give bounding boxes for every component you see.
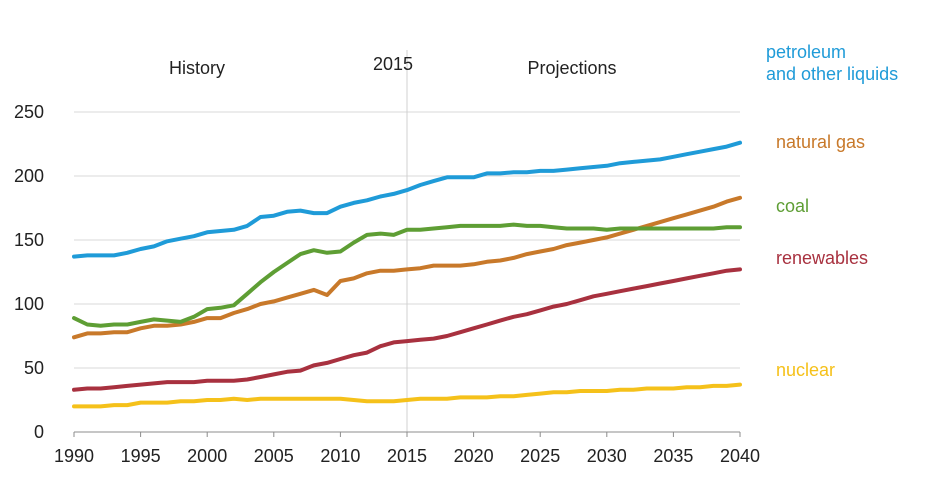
legend-label-nuclear: nuclear [776,360,835,380]
series-line-renewables [72,267,742,392]
history-label: History [169,58,225,78]
series-line-natural-gas [72,195,742,340]
divider-year-label: 2015 [373,54,413,74]
x-tick-label: 2030 [587,446,627,466]
series-lines [72,140,742,409]
y-tick-label: 100 [14,294,44,314]
x-tick-label: 2020 [454,446,494,466]
x-tick-label: 2015 [387,446,427,466]
x-tick-label: 2040 [720,446,760,466]
y-tick-label: 0 [34,422,44,442]
legend-label-renewables: renewables [776,248,868,268]
y-tick-label: 50 [24,358,44,378]
annotations: History 2015 Projections [169,54,617,78]
x-tick-label: 2000 [187,446,227,466]
x-tick-label: 1995 [121,446,161,466]
legend-label-coal: coal [776,196,809,216]
series-line-coal [72,222,742,328]
projections-label: Projections [527,58,616,78]
x-tick-label: 2025 [520,446,560,466]
legend-label-natural-gas: natural gas [776,132,865,152]
x-tick-label: 2010 [320,446,360,466]
x-axis: 1990 1995 2000 2005 2010 2015 2020 2025 2030 2035… [54,431,760,466]
legend-label-petroleum-and-other-liquids: and other liquids [766,64,898,84]
x-tick-label: 2035 [653,446,693,466]
y-axis: 0 50 100 150 200 250 [14,102,44,442]
x-tick-label: 1990 [54,446,94,466]
y-tick-label: 250 [14,102,44,122]
y-tick-label: 200 [14,166,44,186]
legend-label-petroleum-and-other-liquids: petroleum [766,42,846,62]
y-tick-label: 150 [14,230,44,250]
series-line-petroleum-and-other-liquids [72,140,742,259]
series-line-nuclear [72,382,742,409]
x-tick-label: 2005 [254,446,294,466]
